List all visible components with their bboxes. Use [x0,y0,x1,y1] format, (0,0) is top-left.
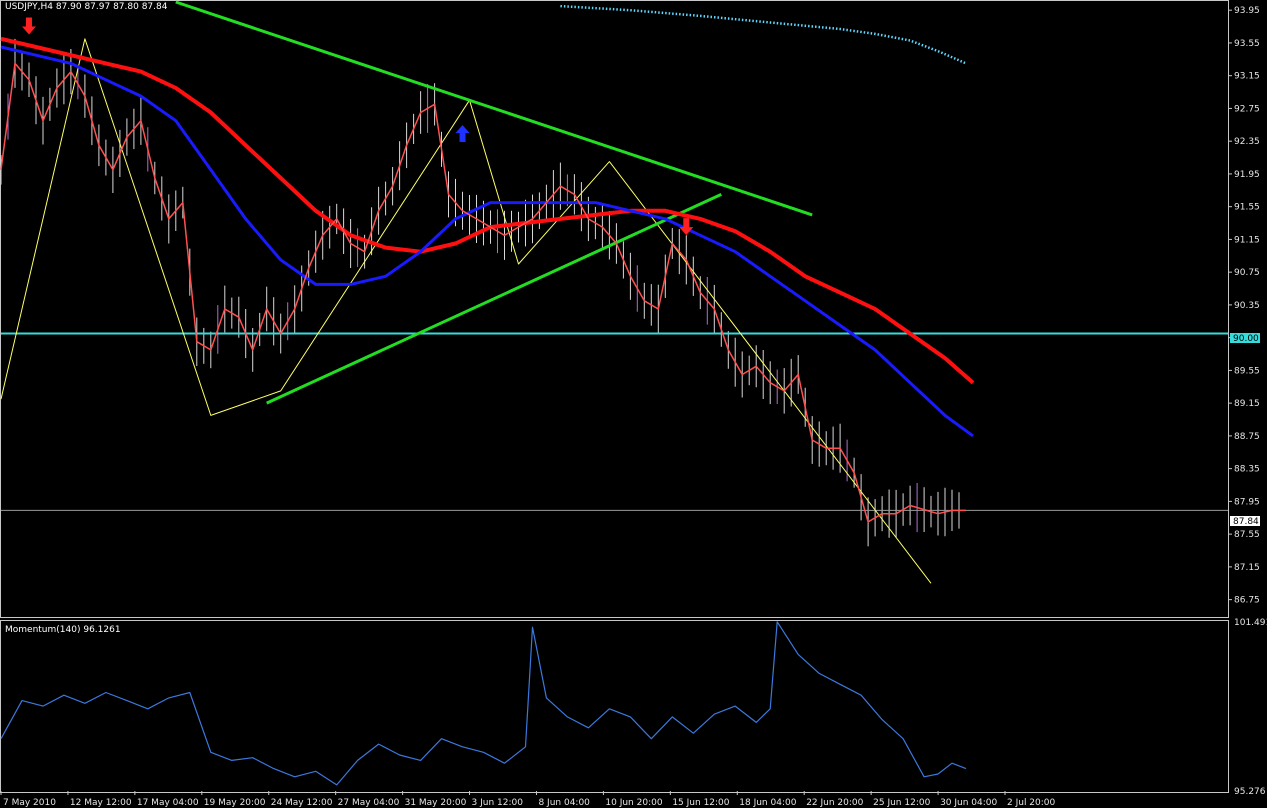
x-tick-label: 27 May 04:00 [338,798,400,808]
y-tick-label: 92.35 [1234,137,1260,147]
dotted-envelope-layer [560,4,967,65]
momentum-title: Momentum(140) 96.1261 [5,625,121,635]
arrow-up-icon [455,124,470,142]
momentum-tick-label: 95.276 [1234,787,1266,797]
x-tick-label: 10 Jun 20:00 [605,798,662,808]
current-price-tag: 87.84 [1233,517,1259,527]
x-tick-label: 3 Jun 12:00 [472,798,524,808]
levels-layer [1,332,1228,511]
dotted-envelope [560,4,967,65]
x-tick-label: 30 Jun 04:00 [940,798,997,808]
y-tick-label: 86.75 [1234,596,1260,606]
x-axis-ticks: 7 May 2010 12 May 12:00 17 May 04:00 19 May… [0,791,1056,808]
y-tick-label: 87.55 [1234,530,1260,540]
y-axis-ticks: 93.95 93.55 93.15 92.75 92.35 91.95 91.55 91.15… [1228,6,1260,606]
momentum-tick-label: 101.491 [1234,618,1267,628]
x-tick-label: 7 May 2010 [3,798,56,808]
x-tick-label: 18 Jun 04:00 [739,798,796,808]
y-tick-label: 88.35 [1234,465,1260,475]
y-tick-label: 90.75 [1234,268,1260,278]
momentum-line [0,621,967,786]
level-tag-bg [1230,333,1260,343]
trendlines-layer [175,0,813,405]
level-tag: 90.00 [1233,334,1259,344]
y-tick-label: 93.55 [1234,39,1260,49]
x-tick-label: 2 Jul 20:00 [1007,798,1056,808]
x-tick-label: 17 May 04:00 [137,798,199,808]
x-tick-label: 25 Jun 12:00 [873,798,930,808]
trendline [266,193,722,405]
y-tick-label: 93.15 [1234,72,1260,82]
x-tick-label: 12 May 12:00 [70,798,132,808]
x-tick-label: 15 Jun 12:00 [672,798,729,808]
momentum-layer [0,621,967,786]
ma-fast-line [0,45,974,438]
arrows-layer [21,17,694,236]
y-tick-label: 87.15 [1234,563,1260,573]
y-tick-label: 91.15 [1234,235,1260,245]
x-tick-label: 31 May 20:00 [405,798,467,808]
candles-layer [0,38,960,547]
price-line [0,62,966,523]
main-plot-frame [0,0,1229,618]
y-tick-label: 91.55 [1234,203,1260,213]
x-tick-label: 19 May 20:00 [204,798,266,808]
x-tick-label: 22 Jun 20:00 [806,798,863,808]
series-layer [0,36,975,523]
y-tick-label: 88.75 [1234,432,1260,442]
x-tick-label: 24 May 12:00 [271,798,333,808]
x-tick-label: 8 Jun 04:00 [538,798,590,808]
y-tick-label: 90.35 [1234,301,1260,311]
y-tick-label: 89.55 [1234,366,1260,376]
y-tick-label: 89.15 [1234,399,1260,409]
y-tick-label: 91.95 [1234,170,1260,180]
trendline [175,0,813,217]
arrow-down-icon [21,17,36,35]
ma-slow-line [0,36,975,385]
current-price-tag-bg [1230,516,1260,526]
y-tick-label: 92.75 [1234,104,1260,114]
chart-title: USDJPY,H4 87.90 87.97 87.80 87.84 [5,2,168,12]
y-tick-label: 93.95 [1234,6,1260,16]
y-tick-label: 87.95 [1234,497,1260,507]
momentum-axis-ticks: 101.491 95.276 [1234,618,1267,797]
arrow-down-icon [679,218,694,236]
momentum-plot-frame [0,620,1229,793]
